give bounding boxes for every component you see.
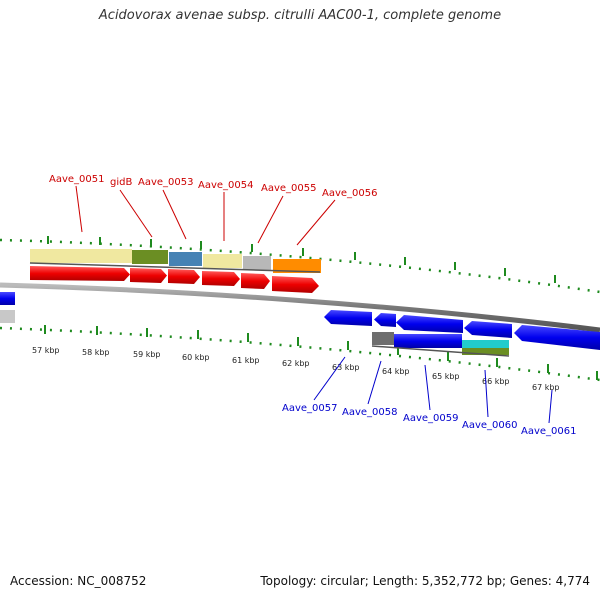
gene-label-aave-0054[interactable]: Aave_0054: [198, 180, 254, 191]
scale-label: 58 kbp: [82, 348, 110, 357]
reverse-gene-arrow[interactable]: [0, 292, 15, 305]
gene-category-block: [203, 254, 242, 268]
upper-major-ticks: [47, 236, 556, 283]
gene-category-block: [462, 348, 509, 355]
gene-label-aave-0055[interactable]: Aave_0055: [261, 183, 317, 194]
lower-major-ticks: [44, 325, 598, 380]
forward-gene-arrow[interactable]: [241, 273, 270, 289]
gene-category-block: [273, 259, 321, 273]
reverse-category-track: [371, 332, 510, 357]
forward-gene-arrow[interactable]: [168, 269, 200, 284]
scale-label: 61 kbp: [232, 356, 260, 365]
reverse-gene-arrow[interactable]: [374, 313, 396, 327]
forward-gene-labels: Aave_0051 gidB Aave_0053 Aave_0054 Aave_…: [49, 174, 378, 246]
reverse-gene-track: [324, 310, 600, 350]
gene-category-block: [372, 332, 394, 345]
gene-label-aave-0061[interactable]: Aave_0061: [521, 426, 577, 437]
scale-label: 65 kbp: [432, 372, 460, 381]
reverse-gene-arrow[interactable]: [514, 325, 600, 350]
scale-label: 66 kbp: [482, 377, 510, 386]
scale-label: 60 kbp: [182, 353, 210, 362]
gene-category-block: [243, 256, 271, 270]
gene-label-aave-0053[interactable]: Aave_0053: [138, 177, 194, 188]
gene-category-block: [0, 310, 15, 323]
gene-category-block: [394, 334, 462, 348]
gene-label-gidb[interactable]: gidB: [110, 177, 132, 188]
genome-backbone: [0, 282, 600, 333]
forward-gene-arrow[interactable]: [130, 268, 167, 283]
gene-category-block: [30, 249, 132, 263]
reverse-gene-arrow[interactable]: [324, 310, 372, 326]
gene-label-aave-0051[interactable]: Aave_0051: [49, 174, 105, 185]
gene-label-aave-0058[interactable]: Aave_0058: [342, 407, 398, 418]
reverse-gene-labels: Aave_0057 Aave_0058 Aave_0059 Aave_0060 …: [282, 356, 577, 437]
scale-label: 62 kbp: [282, 359, 310, 368]
genome-summary: Topology: circular; Length: 5,352,772 bp…: [260, 574, 590, 588]
forward-gene-arrow[interactable]: [272, 276, 319, 293]
gene-category-block: [132, 250, 168, 264]
gene-label-aave-0056[interactable]: Aave_0056: [322, 188, 378, 199]
gene-label-aave-0060[interactable]: Aave_0060: [462, 420, 518, 431]
forward-gene-arrow[interactable]: [202, 271, 240, 286]
forward-gene-arrow[interactable]: [30, 266, 130, 281]
gene-category-block: [462, 340, 509, 348]
reverse-gene-arrow[interactable]: [464, 321, 512, 338]
gene-label-aave-0059[interactable]: Aave_0059: [403, 413, 459, 424]
forward-gene-track: [30, 266, 319, 293]
scale-label: 67 kbp: [532, 383, 560, 392]
gene-category-block: [169, 252, 202, 266]
scale-labels: 57 kbp 58 kbp 59 kbp 60 kbp 61 kbp 62 kb…: [32, 346, 560, 392]
scale-label: 59 kbp: [133, 350, 161, 359]
scale-label: 63 kbp: [332, 363, 360, 372]
accession-label: Accession: NC_008752: [10, 574, 147, 588]
scale-label: 57 kbp: [32, 346, 60, 355]
scale-label: 64 kbp: [382, 367, 410, 376]
forward-category-track: [29, 249, 321, 273]
gene-label-aave-0057[interactable]: Aave_0057: [282, 403, 338, 414]
genome-title: Acidovorax avenae subsp. citrulli AAC00-…: [98, 8, 502, 23]
reverse-gene-arrow[interactable]: [396, 315, 463, 333]
